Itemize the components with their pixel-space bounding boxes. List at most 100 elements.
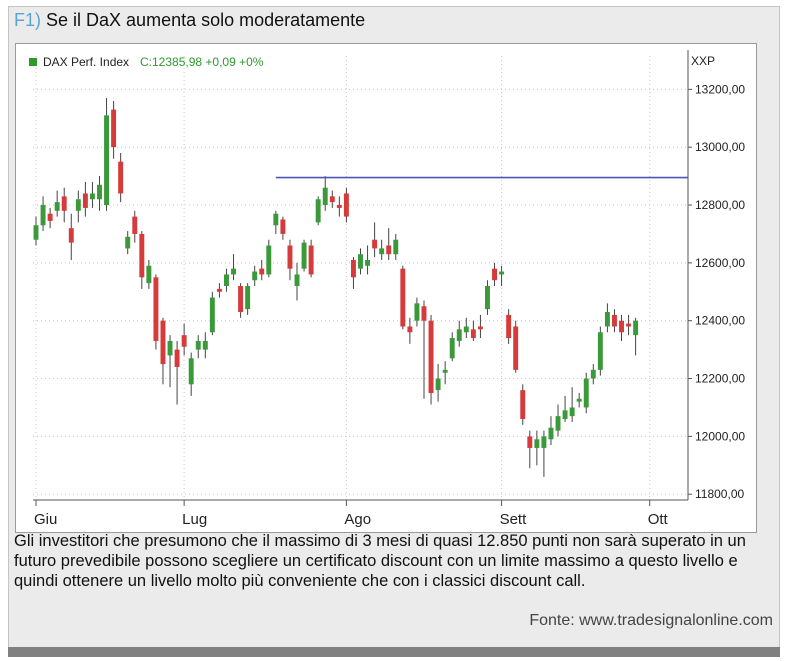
candle-body	[47, 213, 53, 221]
candle-body	[104, 115, 110, 206]
candle-body	[202, 340, 208, 350]
grid	[33, 56, 688, 500]
candle-body	[153, 277, 159, 341]
candle-body	[139, 233, 145, 278]
candle-body	[611, 314, 617, 327]
x-tick-label: Ago	[344, 511, 371, 528]
candle-body	[590, 369, 596, 379]
candle-body	[181, 335, 187, 347]
candle-body	[414, 303, 420, 321]
candle-body	[40, 205, 46, 226]
candle-body	[209, 297, 215, 333]
candle-body	[223, 274, 229, 286]
figure-title: F1) Se il DaX aumenta solo moderatamente	[14, 10, 365, 31]
candle-body	[89, 193, 95, 200]
candle-body	[619, 320, 624, 333]
candle-body	[499, 271, 505, 275]
candle-body	[513, 326, 519, 370]
candle-body	[75, 199, 81, 211]
candle-body	[485, 286, 490, 310]
candle-body	[548, 427, 554, 440]
candle-body	[379, 248, 385, 255]
figure-caption: Gli investitori che presumono che il mas…	[14, 532, 746, 590]
candle-body	[393, 239, 399, 255]
candle-body	[336, 205, 342, 208]
candle-body	[562, 410, 568, 420]
candle-body	[160, 320, 166, 365]
candle-body	[626, 323, 632, 327]
legend-swatch	[29, 58, 37, 66]
figure-source: Fonte: www.tradesignalonline.com	[529, 612, 773, 629]
candle-body	[421, 306, 427, 321]
legend-last-value: C:12385,98 +0,09 +0%	[140, 55, 264, 69]
candle-body	[308, 245, 314, 275]
y-tick-label: 13000,00	[695, 140, 745, 154]
x-tick-label: Ott	[648, 511, 669, 528]
candle-body	[329, 196, 335, 203]
y-tick-label: 11800,00	[695, 487, 744, 501]
candle-body	[477, 326, 483, 330]
candle-body	[118, 161, 124, 194]
candle-body	[245, 286, 251, 310]
x-tick-label: Sett	[500, 511, 528, 528]
candle-body	[569, 407, 575, 417]
candle-body	[520, 390, 526, 420]
candle-body	[315, 199, 321, 223]
y-axis-title: XXP	[691, 54, 715, 68]
candle-body	[216, 288, 222, 292]
candle-body	[146, 265, 152, 284]
candle-body	[463, 326, 469, 333]
candle-body	[238, 286, 244, 313]
candle-body	[188, 358, 194, 385]
y-tick-label: 12400,00	[695, 314, 745, 328]
candle-body	[125, 236, 131, 249]
candle-body	[273, 213, 279, 226]
candle-body	[435, 378, 441, 391]
candle-body	[365, 259, 371, 266]
candlestick-chart: 11800,00 12000,00 12200,00 12400,00 12600,00…	[29, 50, 745, 528]
candle-body	[358, 254, 363, 269]
candle-body	[252, 271, 258, 281]
figure-title-text: Se il DaX aumenta solo moderatamente	[46, 10, 366, 30]
candle-body	[555, 416, 561, 431]
candle-body	[541, 436, 547, 448]
candle-body	[132, 216, 138, 234]
y-tick-label: 12600,00	[695, 256, 745, 270]
x-tick-label: Giu	[34, 511, 57, 528]
candle-body	[400, 268, 406, 327]
candle-body	[174, 349, 180, 367]
x-tick-label: Lug	[182, 511, 207, 528]
candle-body	[492, 268, 498, 281]
candle-body	[195, 340, 201, 350]
candle-body	[597, 332, 603, 370]
candle-body	[470, 329, 476, 339]
y-tick-label: 12800,00	[695, 198, 745, 212]
candle-body	[604, 312, 610, 327]
candle-body	[68, 228, 74, 243]
bottom-bar	[8, 647, 780, 657]
candle-body	[294, 274, 300, 286]
candle-body	[449, 338, 455, 359]
candle-body	[33, 225, 39, 240]
candle-body	[407, 326, 413, 333]
candle-body	[633, 320, 639, 336]
candle-body	[54, 202, 60, 211]
candle-body	[301, 242, 307, 269]
candle-body	[343, 193, 349, 217]
candle-body	[372, 239, 378, 249]
candle-body	[266, 245, 272, 275]
y-tick-label: 12200,00	[695, 372, 745, 386]
candle-body	[259, 268, 265, 275]
candle-body	[428, 320, 434, 393]
legend-label: DAX Perf. Index	[43, 55, 129, 69]
candle-body	[442, 369, 448, 373]
candles	[33, 98, 639, 477]
candle-body	[576, 398, 582, 402]
y-tick-label: 12000,00	[695, 429, 745, 443]
candle-body	[506, 314, 512, 339]
candle-body	[534, 439, 540, 448]
candle-body	[97, 184, 102, 200]
candle-body	[231, 268, 236, 275]
candle-body	[61, 196, 67, 211]
candle-body	[583, 378, 589, 408]
